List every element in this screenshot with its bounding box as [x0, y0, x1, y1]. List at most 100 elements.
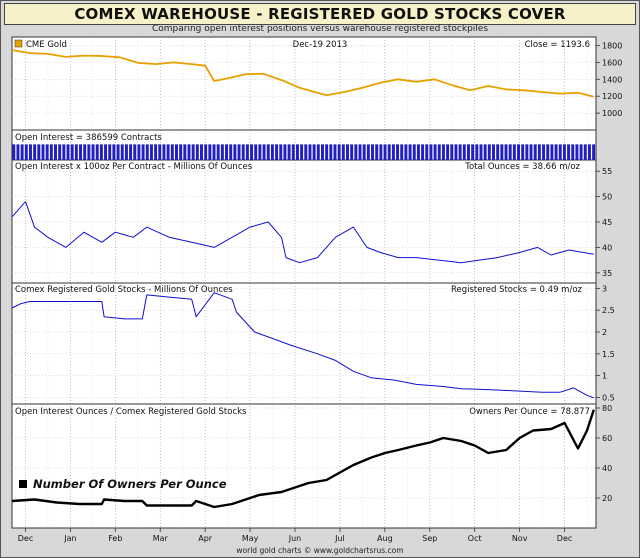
oi-bar	[66, 144, 70, 160]
oi-bar	[116, 144, 120, 160]
x-tick-label: Mar	[153, 534, 169, 543]
oi-bar	[24, 144, 28, 160]
oi-bar	[250, 144, 254, 160]
oi-bar	[216, 144, 220, 160]
oi-bar	[170, 144, 174, 160]
y-tick-label: 1.5	[602, 350, 615, 359]
oi-bar	[287, 144, 291, 160]
oi-bar	[554, 144, 558, 160]
x-tick-label: Oct	[468, 534, 482, 543]
oi-bar	[537, 144, 541, 160]
oi-bar	[383, 144, 387, 160]
oi-bar	[95, 144, 99, 160]
oi-bar	[312, 144, 316, 160]
oi-ounces-value-label: Total Ounces = 38.66 m/oz	[464, 162, 580, 172]
oi-bar	[20, 144, 24, 160]
owners-legend-label: Number Of Owners Per Ounce	[33, 477, 227, 491]
oi-bar	[458, 144, 462, 160]
oi-bar	[587, 144, 591, 160]
registered-title: Comex Registered Gold Stocks - Millions …	[15, 285, 233, 295]
y-tick-label: 35	[602, 269, 612, 278]
oi-bar	[366, 144, 370, 160]
oi-bar	[145, 144, 149, 160]
oi-bar	[241, 144, 245, 160]
oi-bar	[429, 144, 433, 160]
oi-bar	[525, 144, 529, 160]
oi-bar	[479, 144, 483, 160]
oi-bar	[375, 144, 379, 160]
x-tick-label: Nov	[512, 534, 528, 543]
oi-bar	[212, 144, 216, 160]
oi-bar	[208, 144, 212, 160]
oi-bar	[500, 144, 504, 160]
oi-bar	[337, 144, 341, 160]
oi-bar	[400, 144, 404, 160]
oi-bar	[166, 144, 170, 160]
gold-legend-label: CME Gold	[26, 40, 67, 50]
oi-bar	[108, 144, 112, 160]
oi-value-label: Open Interest = 386599 Contracts	[15, 133, 162, 143]
oi-bar	[295, 144, 299, 160]
oi-bar	[225, 144, 229, 160]
x-tick-label: Feb	[108, 534, 122, 543]
y-tick-label: 2	[602, 328, 607, 337]
oi-bar	[508, 144, 512, 160]
gold-legend-swatch	[14, 39, 23, 48]
x-tick-label: Jan	[63, 534, 76, 543]
oi-bar	[316, 144, 320, 160]
x-tick-label: Apr	[198, 534, 213, 543]
y-tick-label: 1200	[602, 92, 622, 101]
oi-bar	[396, 144, 400, 160]
oi-bar	[104, 144, 108, 160]
oi-bar	[45, 144, 49, 160]
oi-bar	[262, 144, 266, 160]
oi-bar	[258, 144, 262, 160]
oi-bar	[62, 144, 66, 160]
oi-bar	[174, 144, 178, 160]
y-tick-label: 2.5	[602, 306, 615, 315]
oi-bar	[387, 144, 391, 160]
oi-bar	[412, 144, 416, 160]
oi-bar	[571, 144, 575, 160]
oi-bar	[379, 144, 383, 160]
oi-bar	[220, 144, 224, 160]
oi-bar	[87, 144, 91, 160]
oi-bar	[49, 144, 53, 160]
oi-bar	[408, 144, 412, 160]
oi-bar	[91, 144, 95, 160]
oi-bar	[533, 144, 537, 160]
gold-close-label: Close = 1193.6	[525, 40, 590, 50]
y-tick-label: 3	[602, 284, 607, 293]
oi-bar	[550, 144, 554, 160]
oi-bar	[320, 144, 324, 160]
y-tick-label: 60	[602, 434, 612, 443]
oi-bar	[270, 144, 274, 160]
owners-legend-swatch	[19, 480, 27, 488]
oi-bar	[325, 144, 329, 160]
oi-bar	[283, 144, 287, 160]
oi-bar	[33, 144, 37, 160]
oi-bar	[74, 144, 78, 160]
y-tick-label: 0.5	[602, 393, 615, 402]
y-tick-label: 50	[602, 193, 612, 202]
oi-bar	[154, 144, 158, 160]
oi-bar	[304, 144, 308, 160]
y-tick-label: 40	[602, 243, 612, 252]
oi-bar	[446, 144, 450, 160]
oi-bar	[204, 144, 208, 160]
oi-bar	[358, 144, 362, 160]
oi-bar	[517, 144, 521, 160]
oi-bar	[137, 144, 141, 160]
oi-bar	[433, 144, 437, 160]
oi-bar	[41, 144, 45, 160]
oi-bar	[129, 144, 133, 160]
gold-date-label: Dec-19 2013	[293, 40, 348, 50]
oi-bar	[83, 144, 87, 160]
y-tick-label: 40	[602, 464, 612, 473]
oi-bar	[275, 144, 279, 160]
oi-bar	[133, 144, 137, 160]
oi-bar	[229, 144, 233, 160]
x-tick-label: Jun	[288, 534, 302, 543]
oi-bar	[471, 144, 475, 160]
